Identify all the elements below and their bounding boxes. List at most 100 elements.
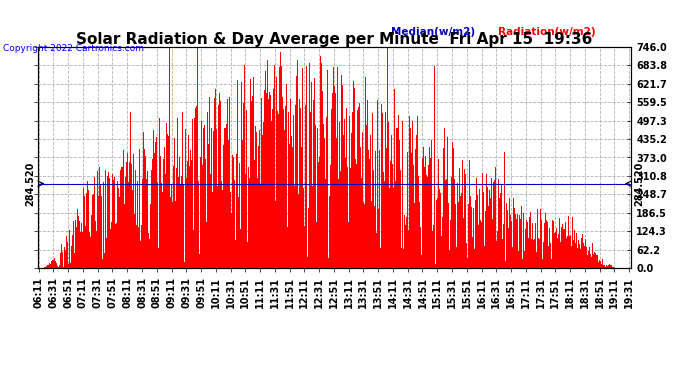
- Bar: [414, 211, 415, 268]
- Bar: [555, 229, 556, 268]
- Bar: [533, 240, 534, 268]
- Bar: [127, 153, 128, 268]
- Bar: [569, 236, 570, 268]
- Bar: [237, 80, 238, 268]
- Bar: [561, 226, 562, 268]
- Bar: [235, 87, 237, 268]
- Bar: [424, 167, 425, 268]
- Bar: [425, 156, 426, 268]
- Bar: [570, 231, 571, 268]
- Bar: [372, 102, 373, 268]
- Bar: [439, 189, 440, 268]
- Bar: [231, 213, 232, 268]
- Bar: [464, 177, 466, 268]
- Bar: [605, 267, 606, 268]
- Bar: [505, 261, 506, 268]
- Bar: [420, 227, 421, 268]
- Bar: [211, 129, 212, 268]
- Bar: [59, 265, 60, 268]
- Bar: [426, 176, 427, 268]
- Bar: [158, 248, 159, 268]
- Bar: [75, 220, 76, 268]
- Bar: [345, 158, 346, 268]
- Bar: [450, 220, 451, 268]
- Bar: [323, 124, 324, 268]
- Bar: [238, 196, 239, 268]
- Bar: [198, 182, 199, 268]
- Bar: [604, 265, 605, 268]
- Bar: [55, 261, 56, 268]
- Bar: [81, 222, 82, 268]
- Bar: [44, 267, 45, 268]
- Bar: [487, 187, 488, 268]
- Bar: [79, 221, 80, 268]
- Bar: [379, 150, 380, 268]
- Bar: [50, 264, 51, 268]
- Bar: [229, 97, 230, 268]
- Bar: [447, 137, 448, 268]
- Bar: [478, 225, 479, 268]
- Bar: [100, 185, 101, 268]
- Bar: [266, 84, 268, 268]
- Bar: [523, 213, 524, 268]
- Bar: [190, 172, 191, 268]
- Bar: [398, 115, 399, 268]
- Bar: [614, 267, 615, 268]
- Bar: [591, 257, 592, 268]
- Bar: [351, 132, 352, 268]
- Bar: [164, 147, 165, 268]
- Bar: [139, 188, 140, 268]
- Bar: [54, 258, 55, 268]
- Bar: [107, 176, 108, 268]
- Bar: [389, 188, 390, 268]
- Bar: [183, 185, 184, 268]
- Bar: [448, 203, 449, 268]
- Bar: [504, 204, 505, 268]
- Bar: [46, 266, 47, 268]
- Bar: [160, 156, 161, 268]
- Bar: [114, 199, 115, 268]
- Bar: [106, 238, 107, 268]
- Bar: [180, 184, 181, 268]
- Bar: [374, 206, 375, 268]
- Bar: [534, 239, 535, 268]
- Bar: [175, 201, 176, 268]
- Bar: [557, 238, 558, 268]
- Text: 284.520: 284.520: [25, 162, 35, 206]
- Bar: [134, 154, 135, 268]
- Bar: [145, 200, 146, 268]
- Bar: [509, 198, 510, 268]
- Bar: [410, 128, 411, 268]
- Bar: [216, 192, 217, 268]
- Bar: [98, 196, 99, 268]
- Bar: [185, 127, 186, 268]
- Bar: [161, 134, 162, 268]
- Bar: [221, 203, 222, 268]
- Bar: [405, 225, 406, 268]
- Bar: [582, 234, 583, 268]
- Bar: [313, 100, 314, 268]
- Bar: [515, 228, 516, 268]
- Bar: [112, 174, 113, 268]
- Bar: [49, 264, 50, 268]
- Bar: [541, 219, 542, 268]
- Bar: [609, 265, 610, 268]
- Bar: [168, 136, 169, 268]
- Bar: [613, 267, 614, 268]
- Bar: [117, 182, 118, 268]
- Bar: [536, 252, 537, 268]
- Bar: [222, 190, 223, 268]
- Bar: [483, 192, 484, 268]
- Bar: [130, 210, 131, 268]
- Bar: [297, 62, 299, 268]
- Bar: [143, 139, 144, 268]
- Bar: [281, 63, 282, 268]
- Bar: [187, 161, 188, 268]
- Bar: [279, 67, 280, 268]
- Bar: [234, 180, 235, 268]
- Bar: [328, 167, 330, 268]
- Bar: [445, 185, 446, 268]
- Bar: [413, 165, 414, 268]
- Bar: [397, 128, 398, 268]
- Bar: [258, 146, 259, 268]
